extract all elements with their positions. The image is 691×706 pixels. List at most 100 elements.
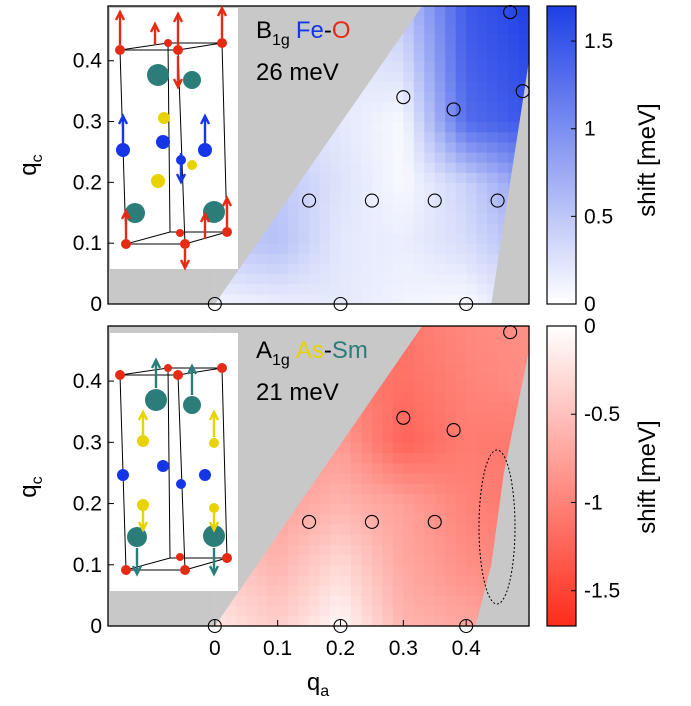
top-heat-cell [298,233,310,244]
bottom-heat-cell [455,472,467,484]
bottom-heat-cell [403,605,415,617]
top-mode-sub: 1g [272,32,290,49]
top-heat-cell [413,24,425,34]
top-heat-cell [350,101,363,113]
top-heat-cell [246,273,258,285]
top-heat-cell [350,141,363,153]
top-heat-cell [434,273,446,285]
top-heat-cell [277,283,289,295]
top-heat-cell [288,283,300,295]
bottom-heat-cell [330,452,342,464]
bottom-heat-cell [476,421,488,433]
top-heat-cell [466,111,478,123]
bottom-heat-cell [424,544,436,556]
top-heat-cell [445,253,457,265]
bottom-heat-cell [424,574,436,586]
bottom-heat-cell [487,544,499,556]
bottom-unmeasured-edge [475,350,529,626]
top-heat-cell [476,101,488,113]
top-heat-cell [476,212,488,224]
bottom-heat-cell [298,513,310,525]
top-heat-cell [497,42,509,53]
top-heat-cell [466,263,478,275]
top-heat-cell [434,121,446,133]
bottom-heat-cell [288,595,300,607]
bottom-heat-cell [445,391,457,403]
top-heat-cell [445,182,457,194]
bottom-heat-cell [476,483,488,494]
top-heat-cell [371,182,383,194]
top-heat-cell [350,283,363,295]
bottom-heat-cell [424,483,436,494]
top-gray-mask [214,6,529,304]
top-heat-cell [487,162,499,173]
bottom-heat-cell [434,534,446,545]
bottom-heat-cell [340,503,352,515]
bottom-heat-cell [455,503,467,515]
bottom-heat-cell [476,534,488,545]
top-heat-cell [361,131,373,143]
top-heat-cell [392,202,404,214]
top-heat-cell [476,51,488,62]
bottom-heat-cell [445,335,457,345]
bottom-heat-cell [392,462,404,474]
bottom-heat-cell [466,326,478,336]
top-ytick-label: 0 [90,293,102,316]
top-heat-cell [508,141,520,153]
bottom-heat-cell [445,411,457,423]
top-heat-cell [403,182,415,194]
top-heat-cell [445,293,457,305]
top-heat-cell [487,283,499,295]
bottom-heat-cell [403,534,415,545]
top-heat-cell [487,121,499,133]
top-panel: B1g Fe-O 26 meV 0 0.1 0.2 0.3 0.4 qc 0 0.5 1 1.5… [15,5,661,316]
top-heat-cell [403,33,415,44]
top-ytick-label: 0.3 [73,111,102,134]
top-heat-cell [403,243,415,254]
bottom-heat-cell [466,595,478,607]
bottom-heat-cell [309,503,321,515]
bottom-heat-cell [340,574,352,586]
top-heat-cell [392,42,404,53]
top-heat-cell [466,24,478,34]
top-heat-cell [497,91,509,102]
top-heat-cell [487,141,499,153]
bottom-heat-cell [371,411,383,423]
top-heat-cell [403,101,415,113]
bottom-heat-cell [497,326,509,336]
bottom-heat-cell [413,411,425,423]
top-heat-cell [466,283,478,295]
top-inset-crystal-structure [110,5,238,271]
top-heat-cell [487,131,499,143]
top-heat-cell [309,253,321,265]
top-heat-cell [476,131,488,143]
top-heat-cell [288,253,300,265]
bottom-heat-cell [403,554,415,566]
top-heat-cell [288,293,300,305]
as-atoms-top [151,112,197,188]
bottom-heat-cell [371,503,383,515]
top-heat-cell [256,293,268,305]
top-heat-cell [340,131,352,143]
top-heat-cell [382,141,394,153]
top-heat-cell [309,283,321,295]
bottom-heat-cell [413,421,425,433]
top-heat-cell [319,192,331,204]
top-heat-cell [508,70,520,82]
top-heat-cell [288,202,300,214]
bottom-heat-cell [350,513,363,525]
top-heat-cell [330,162,342,173]
bottom-heat-cell [445,344,457,355]
top-heat-cell [214,293,226,305]
top-heat-cell [392,182,404,194]
bottom-gray-mask [214,326,529,626]
bottom-heat-cell [466,564,478,576]
bottom-heat-cell [277,523,289,535]
bottom-dash: - [324,337,332,364]
top-heat-cell [225,293,237,305]
bottom-heat-cell [476,344,488,355]
top-heat-cell [350,182,363,194]
bottom-heat-cell [455,421,467,433]
bottom-heat-cell [497,381,509,392]
top-heat-cell [403,91,415,102]
